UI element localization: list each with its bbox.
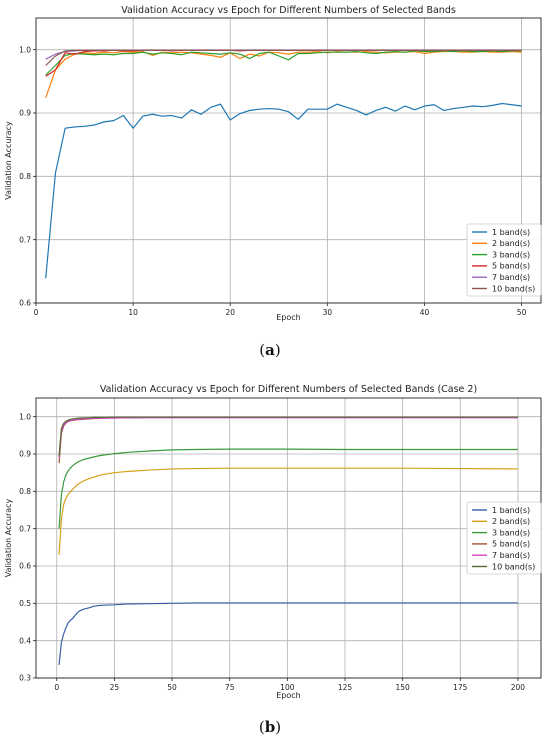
plot-frame	[35, 397, 542, 679]
legend-label: 5 band(s)	[492, 262, 530, 271]
y-tick-label: 0.7	[19, 235, 31, 244]
plot-frame	[35, 17, 542, 304]
legend-label: 10 band(s)	[492, 562, 535, 571]
x-tick-label: 25	[110, 683, 120, 692]
series-line-1-band-s-	[45, 102, 522, 279]
legend-label: 7 band(s)	[492, 551, 530, 560]
x-axis-label: Epoch	[276, 691, 301, 700]
x-tick-label: 175	[453, 683, 468, 692]
x-tick-label: 100	[280, 683, 295, 692]
y-axis-label: Validation Accuracy	[4, 121, 13, 200]
y-tick-label: 0.8	[19, 172, 31, 181]
y-tick-label: 0.9	[19, 109, 31, 118]
x-tick-label: 125	[338, 683, 353, 692]
legend-label: 3 band(s)	[492, 528, 530, 537]
y-tick-label: 1.0	[19, 412, 31, 421]
series-line-10-band-s-	[45, 49, 522, 66]
x-tick-label: 200	[511, 683, 526, 692]
panel-caption: (a)	[259, 341, 280, 359]
series-line-3-band-s-	[45, 50, 522, 76]
y-tick-label: 0.3	[19, 674, 31, 683]
legend: 1 band(s) 2 band(s) 3 band(s) 5 band(s) 7 ba…	[466, 223, 542, 297]
x-tick-label: 0	[34, 308, 39, 317]
legend-label: 7 band(s)	[492, 273, 530, 282]
y-axis-label: Validation Accuracy	[4, 498, 13, 577]
series-line-2-band-s-	[58, 467, 518, 555]
legend-label: 5 band(s)	[492, 540, 530, 549]
x-tick-label: 10	[128, 308, 138, 317]
x-tick-label: 50	[167, 683, 177, 692]
y-tick-label: 0.4	[19, 636, 31, 645]
x-tick-label: 0	[54, 683, 59, 692]
y-tick-label: 0.7	[19, 524, 31, 533]
series-line-1-band-s-	[58, 602, 518, 665]
x-tick-label: 40	[420, 308, 430, 317]
series-line-10-band-s-	[58, 416, 518, 456]
x-axis-label: Epoch	[276, 313, 301, 322]
y-tick-label: 0.8	[19, 487, 31, 496]
panel-caption: (b)	[259, 718, 281, 736]
legend-box	[466, 223, 542, 297]
legend-label: 10 band(s)	[492, 284, 535, 293]
legend-label: 2 band(s)	[492, 239, 530, 248]
x-tick-label: 75	[225, 683, 235, 692]
series-line-2-band-s-	[45, 50, 522, 98]
x-tick-label: 150	[395, 683, 410, 692]
legend-label: 3 band(s)	[492, 250, 530, 259]
y-tick-label: 0.6	[19, 299, 31, 308]
legend-label: 2 band(s)	[492, 517, 530, 526]
chart-1: 0 10 20 30 40 50 0.6 0.7 0.8 0.9 1.0 Validation Acc…	[4, 5, 542, 359]
series-line-7-band-s-	[58, 417, 518, 458]
legend-label: 1 band(s)	[492, 506, 530, 515]
chart-title: Validation Accuracy vs Epoch for Differe…	[100, 384, 477, 395]
x-tick-label: 30	[323, 308, 333, 317]
y-tick-label: 1.0	[19, 45, 31, 54]
x-tick-label: 50	[517, 308, 527, 317]
legend: 1 band(s) 2 band(s) 3 band(s) 5 band(s) 7 ba…	[466, 501, 542, 575]
series-line-3-band-s-	[58, 448, 518, 529]
legend-label: 1 band(s)	[492, 228, 530, 237]
legend-box	[466, 501, 542, 575]
series-line-5-band-s-	[58, 416, 518, 464]
y-tick-label: 0.9	[19, 450, 31, 459]
chart-title: Validation Accuracy vs Epoch for Differe…	[121, 5, 456, 16]
x-tick-label: 20	[225, 308, 235, 317]
y-tick-label: 0.5	[19, 599, 31, 608]
chart-2: 0 25 50 75 100 125 150 175 200 0.3 0.4 0.5 0.6 0.7 0.8…	[4, 384, 542, 736]
y-tick-label: 0.6	[19, 562, 31, 571]
